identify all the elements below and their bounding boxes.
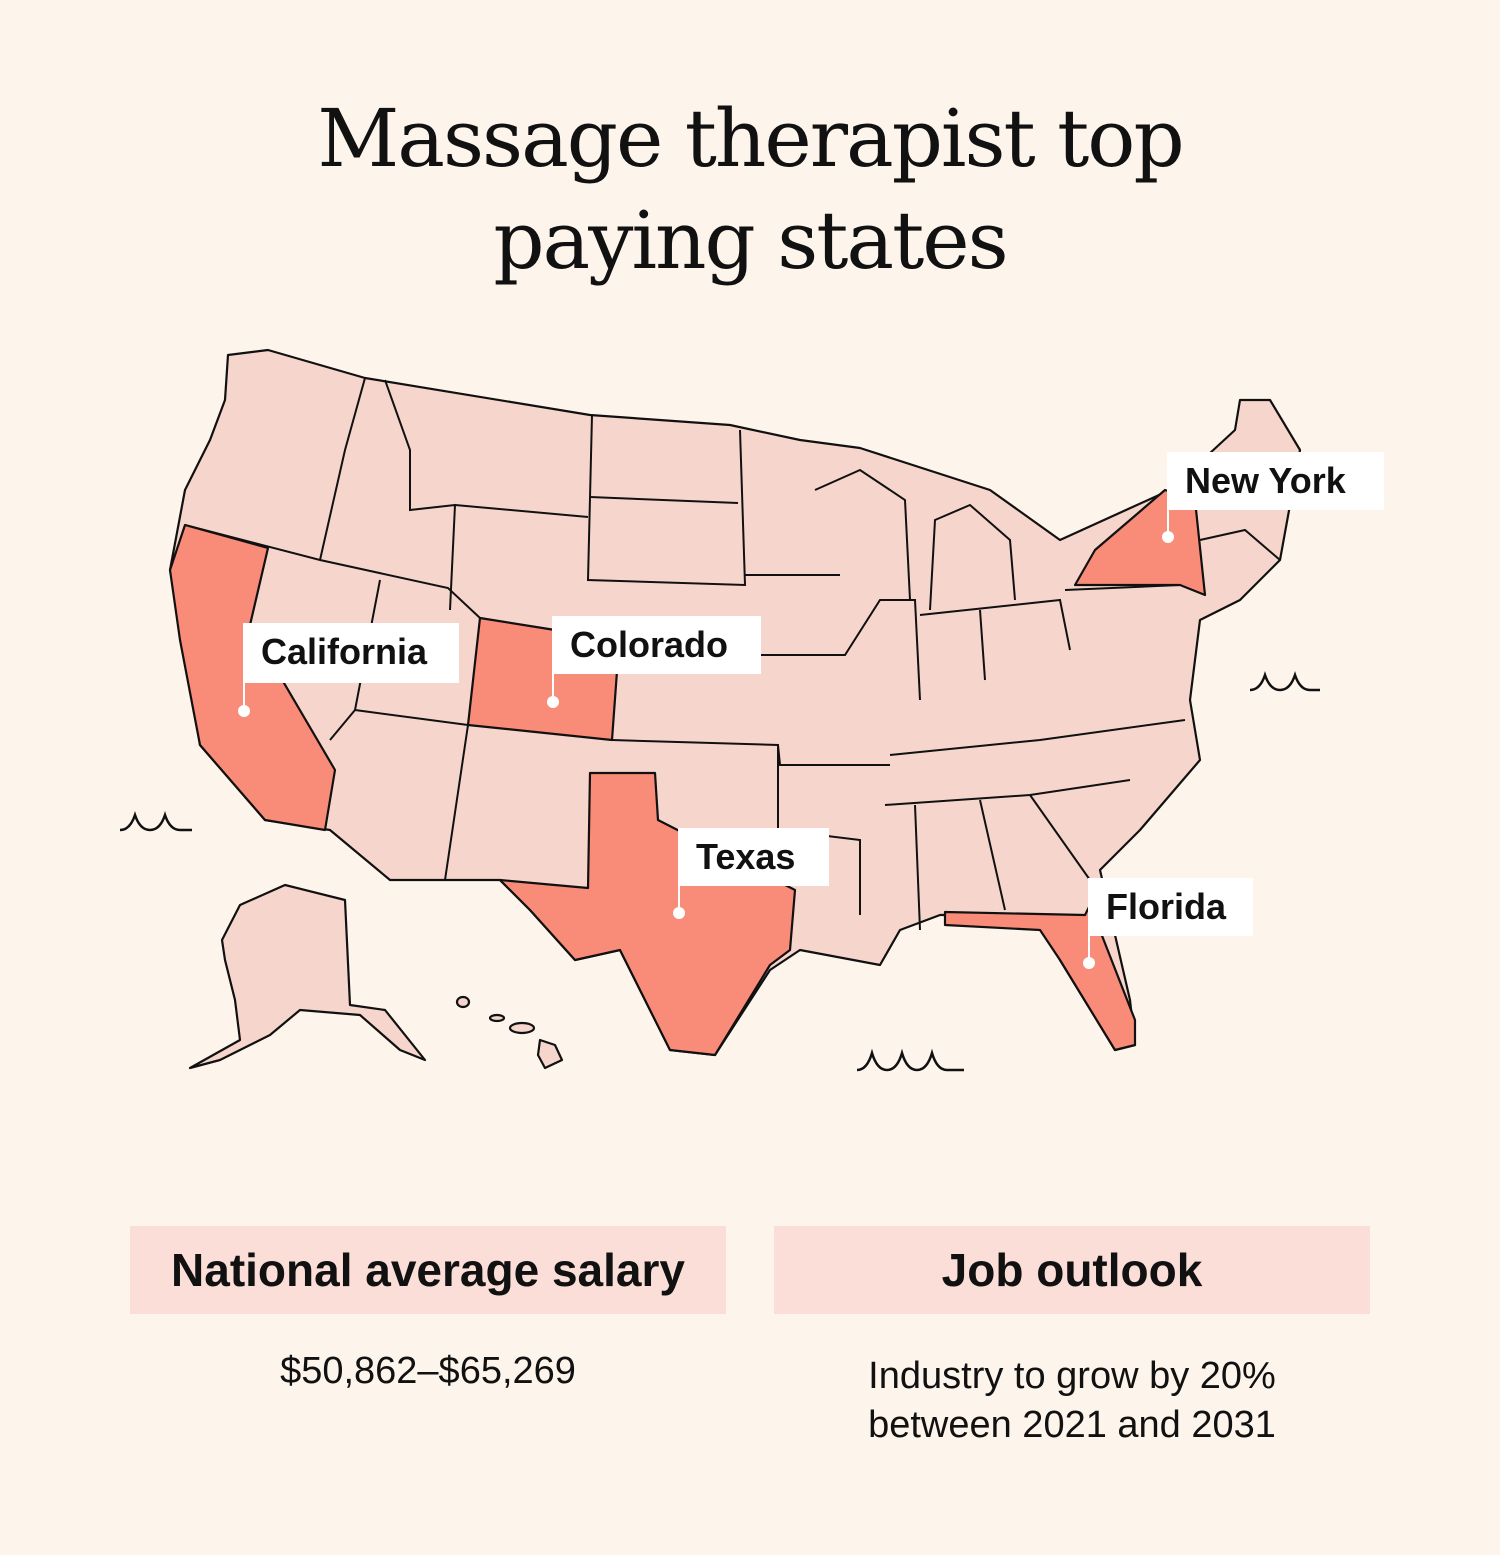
hawaii-island [508, 1021, 536, 1035]
title-line-1: Massage therapist top [317, 92, 1184, 185]
pin-dot [547, 696, 559, 708]
label-new-york: New York [1167, 452, 1384, 510]
wave-decorations [119, 671, 1320, 1072]
label-colorado: Colorado [552, 616, 761, 674]
pin-line [1088, 935, 1090, 962]
state-borders [184, 377, 1281, 931]
hawaii-island [455, 995, 471, 1009]
pin-line [552, 673, 554, 700]
pin-line [678, 885, 680, 912]
hawaii-island [488, 1013, 506, 1023]
label-florida: Florida [1088, 878, 1253, 936]
salary-heading: National average salary [130, 1226, 726, 1314]
job-outlook-heading: Job outlook [774, 1226, 1370, 1314]
label-texas: Texas [678, 828, 829, 886]
pin-dot [1083, 957, 1095, 969]
label-california: California [243, 623, 459, 683]
pin-line [1167, 510, 1169, 537]
page-title: Massage therapist top paying states [0, 88, 1500, 292]
wave-icon [119, 811, 192, 832]
wave-icon [1249, 671, 1320, 692]
title-line-2: paying states [493, 194, 1008, 287]
hawaii-island [536, 1038, 564, 1070]
pin-dot [673, 907, 685, 919]
state-florida [943, 903, 1137, 1052]
alaska [188, 883, 427, 1070]
job-outlook-line-1: Industry to grow by 20% [868, 1355, 1276, 1397]
pin-line [243, 683, 245, 710]
wave-icon [856, 1048, 964, 1072]
pin-dot [238, 705, 250, 717]
salary-value: $50,862–$65,269 [280, 1350, 576, 1392]
job-outlook-line-2: between 2021 and 2031 [868, 1404, 1276, 1446]
pin-dot [1162, 531, 1174, 543]
